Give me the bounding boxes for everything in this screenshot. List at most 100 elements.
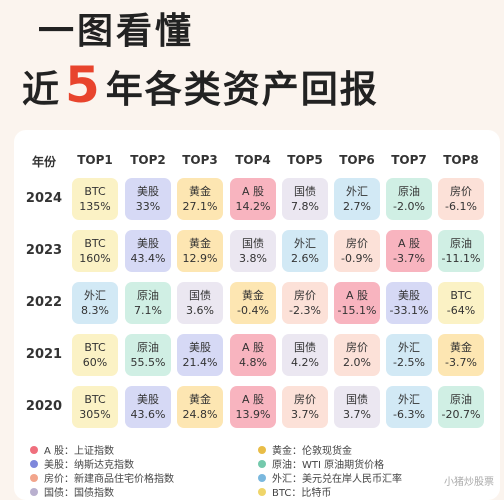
asset-return: 12.9%	[182, 252, 218, 265]
column-header: TOP2	[130, 153, 166, 167]
asset-name: 黄金	[189, 185, 211, 198]
asset-cell: BTC 135%	[72, 178, 118, 220]
legend-dot-icon	[258, 487, 266, 496]
asset-cell: BTC 60%	[72, 334, 118, 376]
asset-return: 3.7%	[291, 408, 319, 421]
asset-cell: A 股 13.9%	[230, 386, 276, 428]
legend-dot-icon	[30, 487, 38, 496]
asset-return: 27.1%	[182, 200, 218, 213]
legend-item: 房价：新建商品住宅价格指数	[30, 470, 174, 485]
legend-item: 外汇：美元兑在岸人民币汇率	[258, 470, 402, 485]
column-header: TOP4	[235, 153, 271, 167]
asset-return: 43.4%	[130, 252, 166, 265]
asset-cell: 外汇 -2.5%	[386, 334, 432, 376]
title-suffix: 年各类资产回报	[105, 68, 379, 111]
asset-cell: 国债 3.7%	[334, 386, 380, 428]
asset-name: BTC	[84, 237, 106, 250]
asset-cell: 黄金 -0.4%	[230, 282, 276, 324]
asset-name: 原油	[398, 185, 420, 198]
asset-return: -6.1%	[445, 200, 477, 213]
asset-return: 4.2%	[291, 356, 319, 369]
asset-name: 房价	[294, 393, 316, 406]
asset-return: -2.0%	[393, 200, 425, 213]
asset-return: 33%	[135, 200, 161, 213]
asset-cell: 原油 55.5%	[125, 334, 171, 376]
asset-cell: 美股 43.4%	[125, 230, 171, 272]
legend-item: 原油：WTI 原油期货价格	[258, 456, 384, 471]
asset-name: 国债	[346, 393, 368, 406]
asset-cell: 房价 2.0%	[334, 334, 380, 376]
asset-name: 国债	[294, 185, 316, 198]
asset-return: 2.7%	[343, 200, 371, 213]
asset-name: 美股	[137, 393, 159, 406]
asset-return: 55.5%	[130, 356, 166, 369]
asset-cell: 美股 -33.1%	[386, 282, 432, 324]
asset-return: 160%	[79, 252, 111, 265]
column-header: TOP1	[77, 153, 113, 167]
legend-text: 国债：国债指数	[44, 488, 114, 499]
asset-name: 外汇	[346, 185, 368, 198]
column-header: TOP8	[443, 153, 479, 167]
asset-name: 原油	[450, 237, 472, 250]
asset-cell: 原油 -11.1%	[438, 230, 484, 272]
year-label: 2023	[25, 243, 63, 258]
asset-return: 8.3%	[81, 304, 109, 317]
asset-return: -20.7%	[441, 408, 481, 421]
asset-name: 黄金	[242, 289, 264, 302]
title-line1: 一图看懂	[38, 11, 195, 52]
asset-cell: 黄金 24.8%	[177, 386, 223, 428]
asset-return: 3.6%	[186, 304, 214, 317]
column-header: TOP7	[391, 153, 427, 167]
asset-cell: 外汇 -6.3%	[386, 386, 432, 428]
asset-cell: 房价 -6.1%	[438, 178, 484, 220]
legend-item: BTC：比特币	[258, 484, 331, 499]
asset-return: 305%	[79, 408, 111, 421]
asset-cell: 外汇 2.6%	[282, 230, 328, 272]
asset-cell: A 股 -15.1%	[334, 282, 380, 324]
asset-return: 24.8%	[182, 408, 218, 421]
legend-dot-icon	[30, 473, 38, 482]
asset-return: -2.5%	[393, 356, 425, 369]
asset-name: 外汇	[84, 289, 106, 302]
title-prefix: 近	[22, 68, 61, 111]
year-label: 2024	[25, 191, 63, 206]
title-line2: 近5 年各类资产回报	[22, 60, 379, 115]
asset-cell: BTC 305%	[72, 386, 118, 428]
asset-name: 美股	[189, 341, 211, 354]
asset-cell: 国债 3.8%	[230, 230, 276, 272]
legend-text: 外汇：美元兑在岸人民币汇率	[272, 474, 402, 485]
asset-name: 美股	[137, 185, 159, 198]
asset-name: 房价	[346, 237, 368, 250]
asset-name: 外汇	[398, 393, 420, 406]
legend-text: A 股：上证指数	[44, 446, 115, 457]
asset-cell: 美股 33%	[125, 178, 171, 220]
asset-cell: 国债 4.2%	[282, 334, 328, 376]
asset-name: 房价	[294, 289, 316, 302]
watermark: 小猪炒股票	[444, 477, 494, 488]
asset-cell: 原油 -2.0%	[386, 178, 432, 220]
asset-return: -0.9%	[341, 252, 373, 265]
asset-name: 黄金	[189, 393, 211, 406]
asset-return: 7.8%	[291, 200, 319, 213]
asset-cell: 黄金 27.1%	[177, 178, 223, 220]
asset-name: 外汇	[294, 237, 316, 250]
legend-text: BTC：比特币	[272, 488, 332, 499]
asset-return: -3.7%	[393, 252, 425, 265]
asset-return: 3.8%	[239, 252, 267, 265]
asset-return: 4.8%	[239, 356, 267, 369]
asset-return: 14.2%	[235, 200, 271, 213]
asset-return: -15.1%	[337, 304, 377, 317]
year-header: 年份	[31, 155, 56, 169]
asset-return: 135%	[79, 200, 111, 213]
asset-name: 原油	[137, 289, 159, 302]
asset-cell: A 股 14.2%	[230, 178, 276, 220]
legend-dot-icon	[258, 445, 266, 454]
asset-cell: 美股 21.4%	[177, 334, 223, 376]
asset-cell: 美股 43.6%	[125, 386, 171, 428]
asset-name: 原油	[137, 341, 159, 354]
legend-item: A 股：上证指数	[30, 442, 114, 457]
asset-return: 3.7%	[343, 408, 371, 421]
asset-name: A 股	[241, 341, 265, 354]
asset-cell: 原油 -20.7%	[438, 386, 484, 428]
legend-item: 美股：纳斯达克指数	[30, 456, 134, 471]
